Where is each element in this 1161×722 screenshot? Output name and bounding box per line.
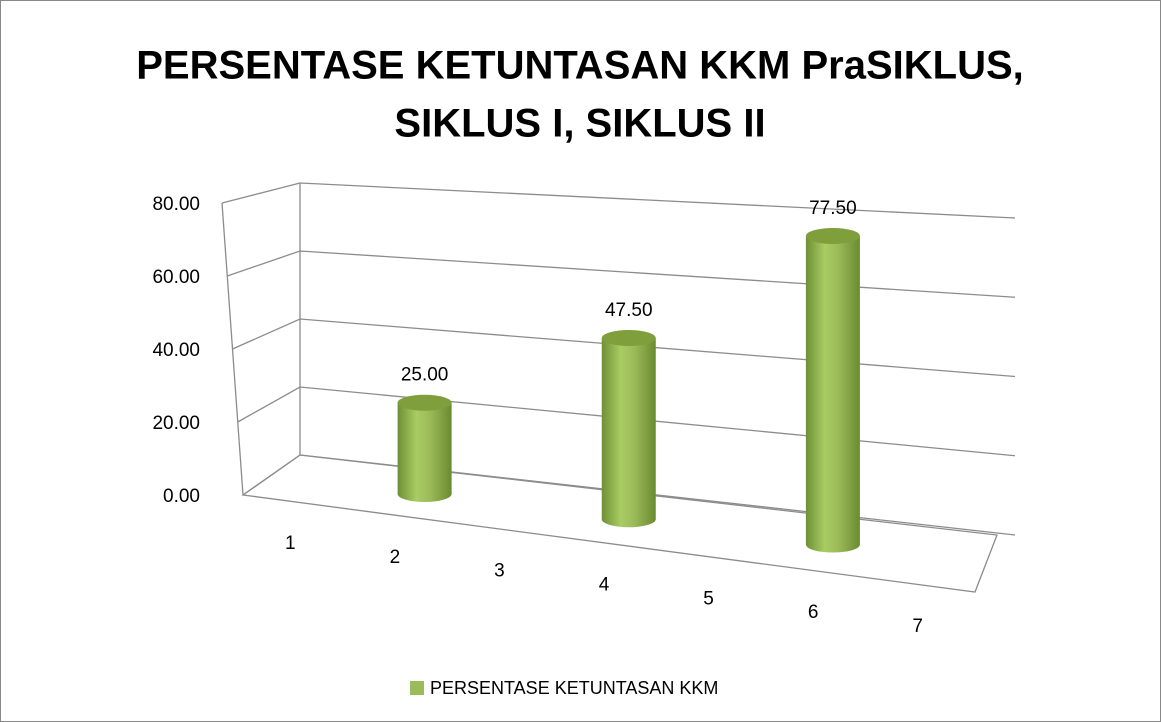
- grid-line: [242, 454, 1016, 536]
- y-tick-label: 60.00: [152, 267, 200, 288]
- y-tick-label: 0.00: [163, 486, 200, 507]
- x-tick-label: 5: [703, 588, 714, 609]
- bar: [397, 402, 452, 502]
- x-tick-label: 2: [390, 547, 401, 568]
- x-tick-label: 4: [599, 575, 610, 596]
- cylinder: [601, 330, 656, 528]
- bar: [805, 235, 860, 553]
- legend-swatch: [410, 681, 424, 695]
- grid-line: [221, 182, 1016, 219]
- data-label: 47.50: [605, 300, 653, 321]
- cylinder: [397, 394, 452, 502]
- x-tick-label: 7: [912, 616, 923, 637]
- cylinder: [805, 227, 860, 553]
- legend-label: PERSENTASE KETUNTASAN KKM: [430, 678, 718, 698]
- grid-line: [232, 318, 1016, 378]
- chart-title: PERSENTASE KETUNTASAN KKM PraSIKLUS,: [136, 44, 1024, 88]
- data-label: 25.00: [401, 365, 449, 386]
- bar-top: [805, 227, 860, 244]
- x-tick-label: 6: [808, 602, 819, 623]
- data-label: 77.50: [809, 198, 857, 219]
- x-tick-label: 3: [494, 561, 505, 582]
- y-tick-label: 80.00: [152, 194, 200, 215]
- bar-top: [397, 394, 452, 411]
- grid-line: [227, 250, 1016, 298]
- bar: [601, 338, 656, 528]
- chart-title: SIKLUS I, SIKLUS II: [394, 102, 765, 146]
- y-tick-label: 20.00: [152, 413, 200, 434]
- bar-top: [601, 330, 656, 347]
- y-tick-label: 40.00: [152, 340, 200, 361]
- grid-line: [237, 386, 1016, 457]
- x-tick-label: 1: [285, 533, 296, 554]
